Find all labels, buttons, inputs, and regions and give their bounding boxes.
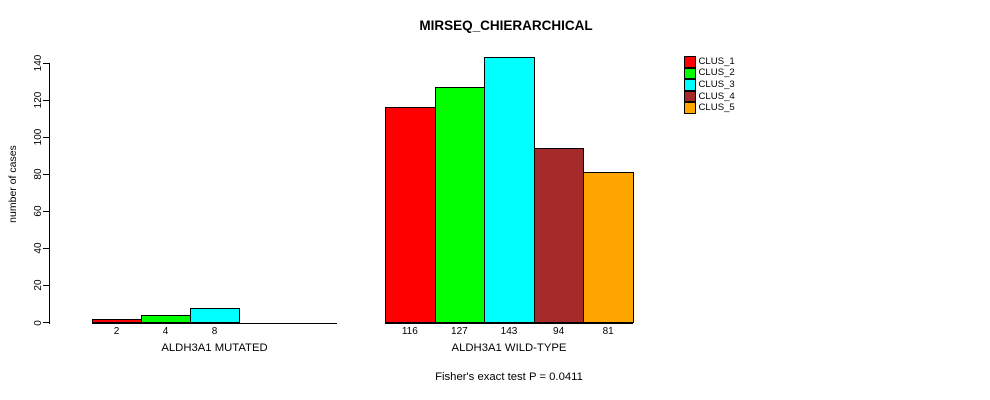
legend-label: CLUS_5 — [698, 102, 735, 114]
legend-swatch-clus_3 — [684, 79, 696, 91]
bar-value-label: 94 — [553, 326, 565, 337]
bar-value-label: 2 — [113, 326, 120, 337]
bar-clus_3 — [190, 307, 240, 324]
bar-value-label: 143 — [500, 326, 518, 337]
legend-swatch-clus_1 — [684, 56, 696, 68]
y-axis-line — [48, 63, 50, 324]
legend-item: CLUS_4 — [684, 90, 735, 103]
y-axis-tick — [43, 136, 49, 138]
bar-clus_4 — [533, 148, 585, 324]
bar-value-label: 116 — [401, 326, 418, 337]
legend-label: CLUS_1 — [698, 55, 735, 67]
bar-clus_1 — [385, 107, 436, 324]
y-axis-tick-label: 20 — [33, 279, 44, 291]
legend-label: CLUS_2 — [698, 67, 735, 79]
legend-swatch-clus_5 — [684, 102, 696, 114]
group-label: ALDH3A1 MUTATED — [161, 342, 268, 354]
legend-item: CLUS_3 — [684, 79, 735, 91]
bar-value-label: 81 — [602, 326, 614, 337]
legend-label: CLUS_3 — [698, 78, 735, 90]
bar-clus_2 — [141, 315, 191, 324]
y-axis-tick — [43, 322, 49, 323]
y-axis-tick — [43, 247, 49, 249]
y-axis-tick — [43, 173, 49, 175]
y-axis-tick — [43, 284, 49, 286]
bar-value-label: 8 — [211, 326, 218, 337]
chart-title: MIRSEQ_CHIERARCHICAL — [419, 18, 593, 33]
y-axis-tick-label: 100 — [33, 128, 44, 146]
y-axis-tick-label: 120 — [33, 91, 44, 109]
legend-item: CLUS_2 — [684, 67, 735, 80]
y-axis-label: number of cases — [7, 145, 19, 223]
legend-swatch-clus_4 — [684, 90, 696, 103]
y-axis-tick — [43, 99, 49, 101]
bar-clus_1 — [92, 318, 142, 324]
legend: CLUS_1 CLUS_2 CLUS_3 CLUS_4 CLUS_5 — [684, 56, 735, 114]
y-axis-tick-label: 40 — [33, 242, 44, 254]
y-axis-tick-label: 60 — [33, 205, 44, 217]
bar-clus_2 — [434, 87, 486, 324]
legend-item: CLUS_1 — [684, 56, 735, 68]
bar-clus_5 — [583, 172, 634, 324]
bar-value-label: 4 — [162, 326, 169, 337]
annotation-text: Fisher's exact test P = 0.0411 — [435, 371, 583, 383]
y-axis-tick — [43, 210, 49, 212]
legend-swatch-clus_2 — [684, 67, 696, 80]
legend-label: CLUS_4 — [698, 90, 735, 102]
y-axis-tick-label: 80 — [33, 168, 44, 180]
y-axis-tick-label: 0 — [33, 319, 44, 326]
bar-value-label: 127 — [451, 326, 468, 337]
legend-item: CLUS_5 — [684, 102, 735, 114]
bar-clus_3 — [484, 57, 535, 324]
group-label: ALDH3A1 WILD-TYPE — [451, 342, 567, 354]
y-axis-tick — [43, 62, 49, 64]
y-axis-tick-label: 140 — [33, 54, 44, 72]
